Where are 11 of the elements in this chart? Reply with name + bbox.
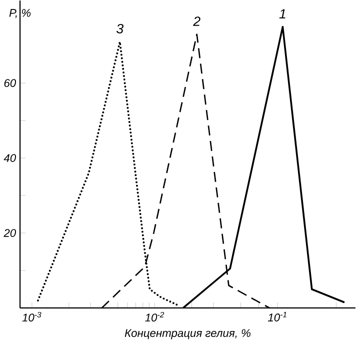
x-tick-label: 10$^{-2}$ — [145, 312, 164, 322]
annotation: 3 — [116, 24, 124, 34]
x-tick-label: 10$^{-1}$ — [268, 312, 286, 322]
x-tick-label: 10$^{-3}$ — [22, 312, 42, 322]
y-tick-label: 20 — [4, 229, 16, 237]
x-axis-title: Концентрация гелия, % — [124, 329, 250, 340]
y-tick-label: 40 — [4, 154, 16, 162]
y-axis-title: P, % — [9, 9, 31, 18]
annotation: 1 — [279, 9, 286, 18]
annotation: 2 — [193, 16, 200, 26]
y-tick-label: 60 — [4, 79, 16, 88]
